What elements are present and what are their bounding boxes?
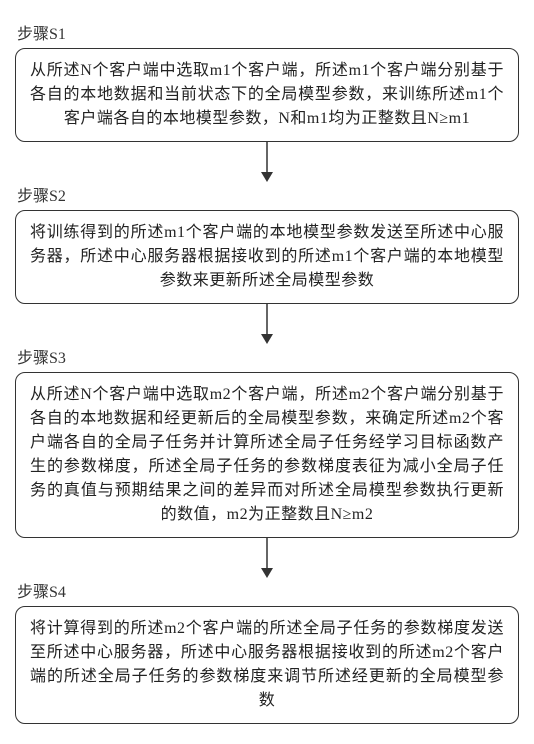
step-box-s4: 将计算得到的所述m2个客户端的所述全局子任务的参数梯度发送至所述中心服务器，所述… bbox=[15, 606, 519, 724]
step-label-s2: 步骤S2 bbox=[17, 182, 519, 206]
arrow-s2-s3 bbox=[15, 304, 519, 344]
step-label-s4: 步骤S4 bbox=[17, 578, 519, 602]
step-label-s3: 步骤S3 bbox=[17, 344, 519, 368]
step-label-s1: 步骤S1 bbox=[17, 20, 519, 44]
step-box-s3: 从所述N个客户端中选取m2个客户端，所述m2个客户端分别基于各自的本地数据和经更… bbox=[15, 372, 519, 538]
step-box-s2: 将训练得到的所述m1个客户端的本地模型参数发送至所述中心服务器，所述中心服务器根… bbox=[15, 210, 519, 304]
step-box-s1: 从所述N个客户端中选取m1个客户端，所述m1个客户端分别基于各自的本地数据和当前… bbox=[15, 48, 519, 142]
arrow-s3-s4 bbox=[15, 538, 519, 578]
arrow-s1-s2 bbox=[15, 142, 519, 182]
